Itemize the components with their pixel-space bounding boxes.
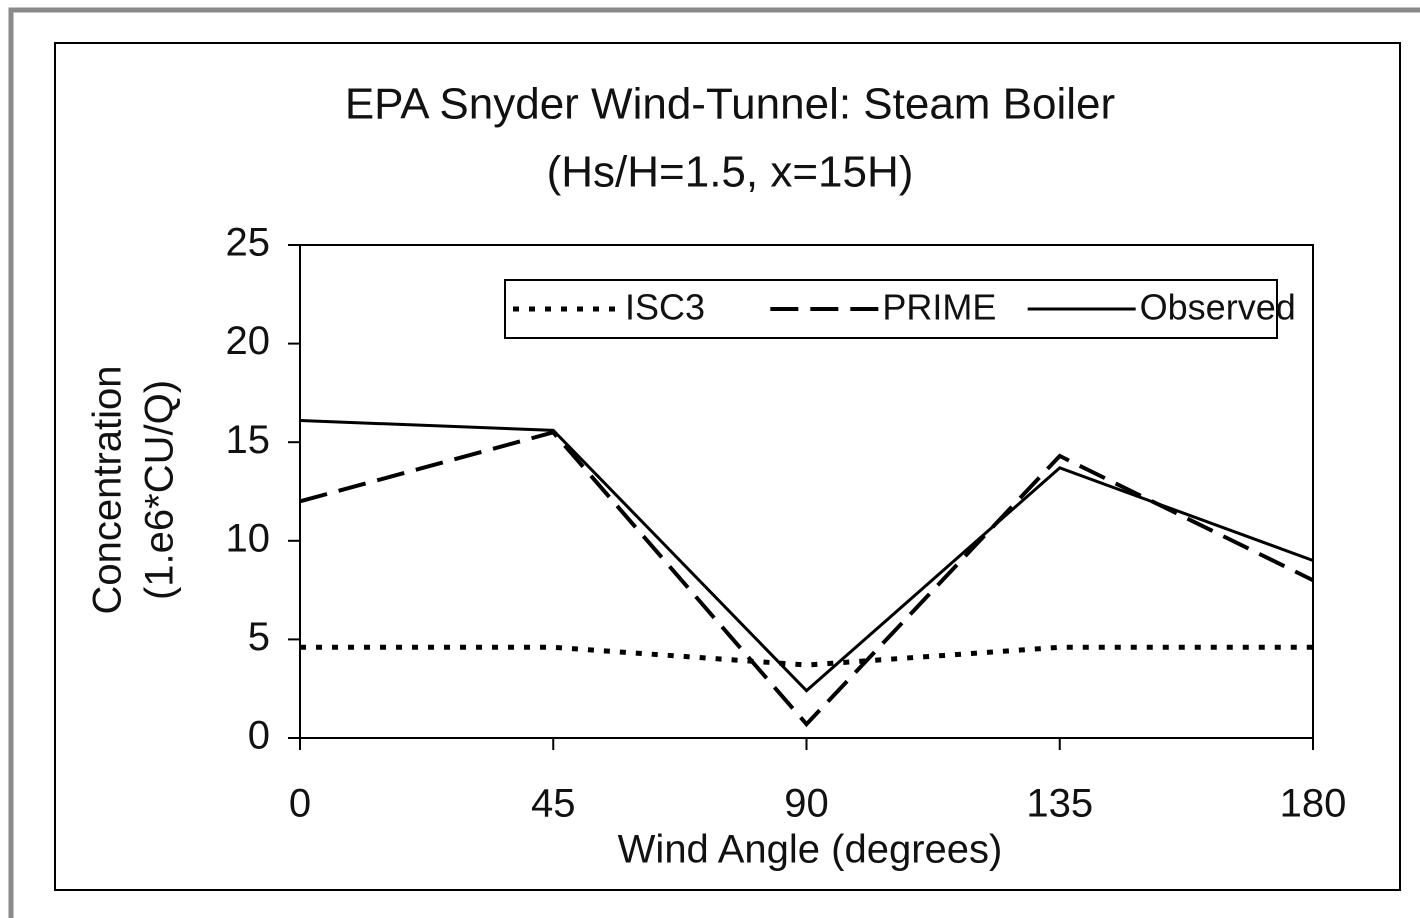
x-tick-label: 180 xyxy=(1280,782,1347,826)
x-tick-label: 0 xyxy=(289,782,311,826)
legend-label: Observed xyxy=(1140,287,1296,328)
y-axis-label: Concentration (1.e6*CU/Q) xyxy=(86,365,182,614)
x-tick-label: 45 xyxy=(531,782,576,826)
y-tick-label: 20 xyxy=(226,319,271,363)
x-axis-label: Wind Angle (degrees) xyxy=(618,828,1003,872)
chart-frame xyxy=(54,42,1401,891)
y-tick-label: 10 xyxy=(226,516,271,560)
series-line xyxy=(299,419,1314,693)
legend-label: ISC3 xyxy=(625,287,705,328)
x-tick-label: 135 xyxy=(1026,782,1093,826)
y-axis-label-line: (1.e6*CU/Q) xyxy=(138,380,182,600)
series-line xyxy=(299,430,1314,728)
x-tick-label: 90 xyxy=(784,782,829,826)
y-axis-label-line: Concentration xyxy=(86,365,130,614)
y-tick-label: 25 xyxy=(226,221,271,265)
chart-subtitle: (Hs/H=1.5, x=15H) xyxy=(547,148,914,197)
chart-title: EPA Snyder Wind-Tunnel: Steam Boiler xyxy=(345,80,1115,129)
legend-label: PRIME xyxy=(882,287,996,328)
y-tick-label: 5 xyxy=(248,615,270,659)
y-tick-label: 0 xyxy=(248,714,270,758)
outer-frame xyxy=(8,7,1420,918)
y-tick-label: 15 xyxy=(226,418,271,462)
legend-box xyxy=(504,279,1278,339)
